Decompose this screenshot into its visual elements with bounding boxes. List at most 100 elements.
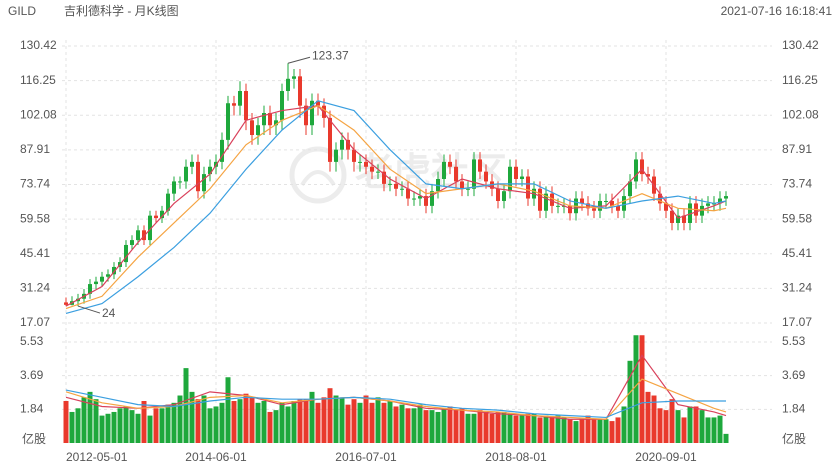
ticker: GILD [8,4,36,18]
y-tick-label: 130.42 [20,38,57,52]
volume-bar [171,402,177,443]
price-ma-line [65,105,727,310]
candle-body [238,91,242,106]
volume-ma-line [65,354,727,420]
candle-body [376,171,380,173]
volume-bar [417,404,423,443]
candle-body [514,166,518,179]
candle-body [550,193,554,206]
volume-unit: 亿股 [22,431,46,446]
volume-bar [483,411,489,443]
candle-body [568,205,572,214]
volume-bar [117,408,123,443]
candle-body [424,196,428,206]
candle-body [136,230,140,241]
volume-bar [105,413,111,443]
volume-bar [615,417,621,443]
volume-bar [387,400,393,443]
volume-bar [153,408,159,443]
volume-bar [555,415,561,443]
candle-body [166,193,170,211]
max-pointer [287,56,311,64]
volume-bar [201,395,207,443]
candle-body [412,198,416,200]
y-tick-label: 87.91 [782,142,812,156]
volume-bar [699,410,705,443]
candle-body [208,166,212,175]
volume-bar [111,411,117,443]
y-tick-label: 5.53 [20,334,44,348]
candle-body [496,188,500,201]
volume-bar [627,360,633,443]
candle-body [634,159,638,182]
volume-bar [399,404,405,443]
volume-bar [495,411,501,443]
candle-body [64,302,68,305]
volume-bar [219,402,225,443]
candle-body [400,188,404,190]
candle-body [226,103,230,140]
volume-bar [279,402,285,443]
candle-body [544,193,548,211]
volume-bar [411,408,417,443]
watermark-logo [289,146,347,204]
timestamp: 2021-07-16 16:18:41 [721,4,833,18]
candle-body [148,215,152,241]
volume-bar [165,404,171,443]
volume-bar [597,419,603,443]
volume-bar [123,406,129,443]
volume-bar [303,399,309,443]
candle-body [592,208,596,211]
candle-body [604,200,608,202]
volume-bar [189,391,195,443]
volume-bar [357,402,363,443]
candle-body [586,203,590,209]
y-tick-label: 3.69 [782,368,806,382]
candle-body [484,171,488,182]
volume-bar [441,408,447,443]
volume-bar [249,397,255,443]
candle-body [370,166,374,172]
chart-title: 吉利德科学 - 月K线图 [64,3,179,18]
volume-bar [543,415,549,443]
volume-bar [99,415,105,443]
candle-body [640,159,644,175]
y-tick-label: 102.08 [20,107,57,121]
volume-bar [273,410,279,443]
candle-body [304,105,308,126]
volume-unit: 亿股 [782,431,806,446]
y-tick-label: 116.25 [782,73,818,87]
min-pointer [77,305,101,314]
volume-bar [435,411,441,443]
candle-body [610,200,614,206]
price-ma-line [65,100,727,314]
candle-body [646,174,650,177]
volume-bar [561,417,567,443]
volume-bar [93,399,99,443]
volume-bar [465,413,471,443]
volume-bar [369,402,375,443]
volume-bar [297,399,303,443]
y-tick-label: 45.41 [782,246,812,260]
volume-bar [549,417,555,443]
volume-bar [375,397,381,443]
volume-bar [429,410,435,443]
candle-body [328,117,332,162]
volume-bar [477,410,483,443]
candle-body [664,203,668,211]
y-tick-label: 87.91 [20,142,50,156]
y-tick-label: 3.69 [20,368,44,382]
volume-bar [507,413,513,443]
volume-bar [567,419,573,443]
volume-bar [675,410,681,443]
volume-bar [681,417,687,443]
volume-bar [195,399,201,443]
candle-body [256,125,260,136]
candle-body [88,284,92,294]
volume-bar [537,417,543,443]
volume-bar [75,408,81,443]
candle-body [310,100,314,126]
volume-bar [663,410,669,443]
x-tick-label: 2020-09-01 [635,450,697,464]
min-label: 24 [102,306,116,320]
